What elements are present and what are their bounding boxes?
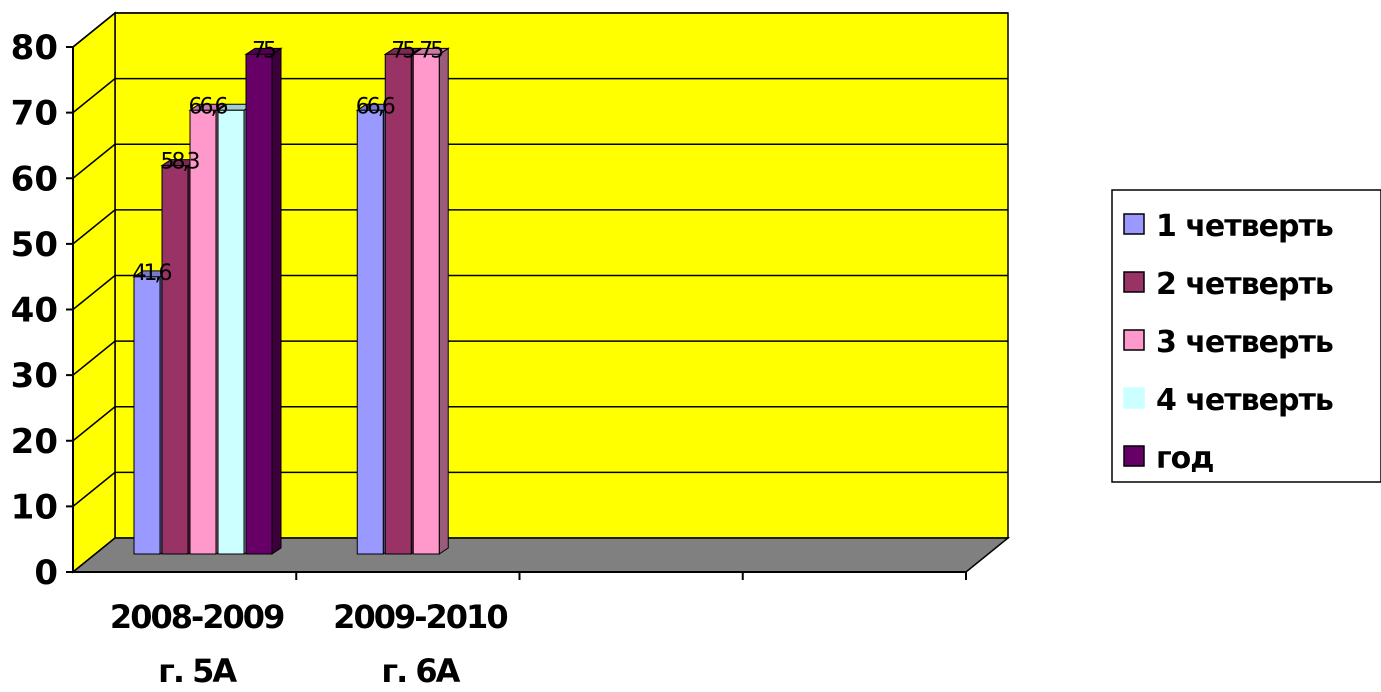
gridline-side — [72, 12, 116, 48]
gridline-side — [72, 471, 116, 507]
legend-swatch — [1123, 329, 1145, 351]
gridline-side — [72, 406, 116, 442]
y-tick-label: 40 — [11, 291, 58, 331]
gridline-side — [72, 78, 116, 114]
x-category-label: 2009-2010 — [333, 598, 507, 636]
bar — [189, 109, 217, 555]
legend-swatch — [1123, 271, 1145, 293]
bar — [217, 109, 245, 555]
data-label: 66,6 — [189, 94, 228, 119]
legend-swatch — [1123, 445, 1145, 467]
legend-label: 4 четверть — [1156, 383, 1333, 418]
data-label: 58,3 — [161, 150, 200, 175]
bar — [384, 53, 412, 555]
y-tick-label: 30 — [11, 356, 58, 396]
data-label: 66,6 — [356, 94, 395, 119]
data-label: 75 — [419, 38, 443, 63]
legend-swatch — [1123, 213, 1145, 235]
bar — [412, 53, 440, 555]
bar — [161, 165, 189, 555]
y-tick-label: 50 — [11, 225, 58, 265]
y-tick-label: 60 — [11, 159, 58, 199]
data-label: 75 — [391, 38, 415, 63]
gridline-side — [72, 274, 116, 311]
legend-label: 3 четверть — [1156, 325, 1333, 360]
legend-label: 1 четверть — [1156, 209, 1333, 244]
legend-label: год — [1156, 441, 1214, 476]
y-tick-label: 70 — [11, 94, 58, 134]
gridline-side — [72, 143, 116, 179]
data-label: 75 — [252, 38, 276, 63]
legend-label: 2 четверть — [1156, 267, 1333, 302]
x-category-label: г. 5А — [158, 652, 237, 688]
gridline-side — [72, 209, 116, 245]
bar-side — [271, 47, 282, 555]
y-tick-label: 80 — [11, 28, 58, 68]
y-tick-label: 10 — [11, 487, 58, 527]
y-tick-label: 20 — [11, 422, 58, 462]
bar — [133, 276, 161, 555]
bar — [356, 109, 384, 555]
data-label: 41,6 — [133, 261, 172, 286]
bar-side — [438, 47, 449, 555]
legend-swatch — [1123, 387, 1145, 409]
x-category-label: г. 6А — [381, 652, 460, 688]
x-category-label: 2008-2009 — [110, 598, 284, 636]
y-tick-label: 0 — [34, 553, 58, 593]
legend — [1111, 189, 1381, 483]
bar — [245, 53, 273, 555]
gridline-side — [72, 340, 116, 376]
